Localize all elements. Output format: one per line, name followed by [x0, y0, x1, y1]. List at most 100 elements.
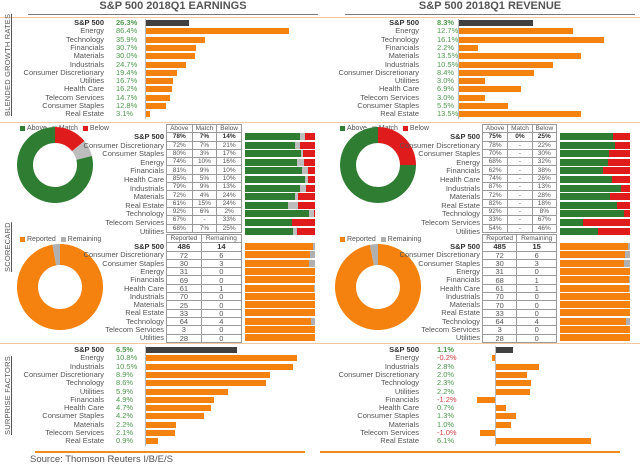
stacked-bar-technology	[560, 317, 630, 325]
table-cell: 62%	[481, 165, 509, 175]
stacked-bar-telecom-services	[245, 219, 315, 226]
data-label-energy: 86.4%	[116, 26, 138, 36]
legend-item-above: Above	[340, 125, 367, 132]
donut-slice-match	[72, 141, 92, 160]
segment-reported	[245, 292, 315, 300]
section-divider-bottom-left	[35, 451, 305, 453]
category-label-health-care: Health Care	[123, 175, 164, 184]
table-cell: 4%	[191, 190, 218, 200]
segment-above	[560, 167, 604, 175]
category-label-utilities: Utilities	[79, 386, 104, 396]
table-row: 72% -28%	[481, 190, 558, 200]
table-cell: 3	[166, 325, 202, 335]
table-cell: 80%	[166, 148, 193, 159]
bar-energy	[145, 28, 289, 35]
data-label-consumer-staples: 4.2%	[116, 411, 134, 421]
bar-consumer-staples	[145, 413, 205, 420]
table-row: 70 0	[166, 292, 243, 302]
category-label-energy: Energy	[80, 26, 104, 36]
bar-technology	[458, 36, 605, 43]
stacked-bar-sp-500	[245, 243, 315, 250]
table-row: 72% 4% 24%	[166, 190, 242, 200]
table-cell: -	[507, 223, 533, 233]
category-label-financials: Financials	[70, 42, 104, 52]
table-cell: 31	[481, 267, 518, 277]
segment-match	[292, 227, 298, 235]
table-cell: -	[507, 198, 533, 208]
stacked-bar-consumer-staples	[245, 150, 315, 158]
table-row: 68% 7% 25%	[166, 223, 242, 233]
bar-technology	[145, 380, 267, 387]
table-cell: 24%	[216, 198, 242, 208]
category-label-technology: Technology	[442, 316, 480, 326]
data-label-technology: 16.1%	[437, 34, 459, 44]
table-cell: 33%	[216, 215, 242, 225]
stacked-bar-financials	[245, 276, 315, 284]
table-row: 62% -38%	[481, 165, 558, 175]
segment-remaining	[625, 317, 630, 325]
legend-item-remaining: Remaining	[380, 236, 421, 243]
category-label-consumer-discretionary: Consumer Discretionary	[23, 369, 104, 379]
legend-label-match: Match	[58, 125, 78, 132]
stacked-bar-real-estate	[560, 201, 630, 209]
table-row: 80% 3% 17%	[166, 148, 242, 159]
table-cell: 16%	[216, 157, 242, 167]
table-row: 30 3	[481, 258, 557, 269]
data-label-utilities: 2.2%	[437, 386, 455, 396]
bar-technology	[495, 380, 532, 387]
table-cell: -	[507, 140, 533, 150]
table-cell: 70%	[481, 148, 509, 159]
category-label-sp-500: S&P 500	[389, 18, 419, 27]
legend-swatch-reported	[20, 236, 25, 242]
stacked-bar-real-estate	[245, 201, 315, 209]
category-label-materials: Materials	[133, 300, 164, 310]
stacked-bar-health-care	[560, 176, 630, 183]
stacked-bar-telecom-services	[245, 326, 315, 333]
segment-above	[245, 210, 310, 218]
data-label-telecom-services: -1.0%	[437, 428, 457, 437]
bar-consumer-discretionary	[458, 69, 535, 76]
table-cell: 17%	[216, 148, 242, 159]
bar-telecom-services	[145, 94, 170, 101]
legend-item-above: Above	[20, 125, 47, 132]
donut-slice-remaining	[52, 244, 60, 266]
table-row: 85% 5% 10%	[166, 173, 242, 184]
table-row: 70% -30%	[481, 148, 558, 159]
category-label-financials: Financials	[446, 275, 480, 285]
category-label-industrials: Industrials	[129, 291, 164, 301]
segment-match	[287, 201, 299, 209]
table-row: 31 0	[166, 267, 243, 277]
segment-match	[295, 193, 299, 201]
bar-real-estate	[145, 111, 151, 118]
category-label-industrials: Industrials	[384, 59, 419, 69]
stacked-bar-health-care	[245, 176, 315, 183]
bar-energy	[145, 355, 298, 362]
data-label-financials: 2.2%	[437, 42, 455, 52]
category-label-sp-500: S&P 500	[134, 132, 164, 141]
table-cell: 7%	[191, 132, 218, 142]
data-label-consumer-staples: 5.5%	[437, 101, 455, 110]
segment-below	[291, 219, 315, 226]
category-label-technology: Technology	[126, 316, 164, 326]
donut-slice-below	[378, 127, 416, 165]
data-label-consumer-discretionary: 19.4%	[116, 67, 138, 77]
reported-table: Reported Remaining 485 15 72 6 30 3 31 0 68 1 61 1 70 0…	[481, 233, 557, 343]
table-row: 72 6	[481, 250, 557, 260]
table-row: 74% 10% 16%	[166, 157, 242, 167]
table-cell: 24%	[216, 190, 242, 200]
segment-match	[295, 141, 301, 149]
category-label-consumer-staples: Consumer Staples	[102, 258, 164, 268]
bar-industrials	[495, 363, 540, 370]
category-label-health-care: Health Care	[378, 403, 419, 413]
legend-item-below: Below	[402, 125, 429, 132]
data-label-financials: 30.7%	[116, 42, 138, 52]
category-label-financials: Financials	[70, 394, 104, 404]
segment-below	[607, 158, 630, 166]
table-cell: 3	[481, 325, 518, 335]
category-label-health-care: Health Care	[123, 283, 164, 293]
segment-above	[245, 219, 292, 226]
category-label-sp-500: S&P 500	[450, 242, 480, 251]
table-row: 28 0	[166, 333, 243, 343]
donut-chart	[340, 127, 416, 203]
segment-reported	[245, 301, 315, 309]
